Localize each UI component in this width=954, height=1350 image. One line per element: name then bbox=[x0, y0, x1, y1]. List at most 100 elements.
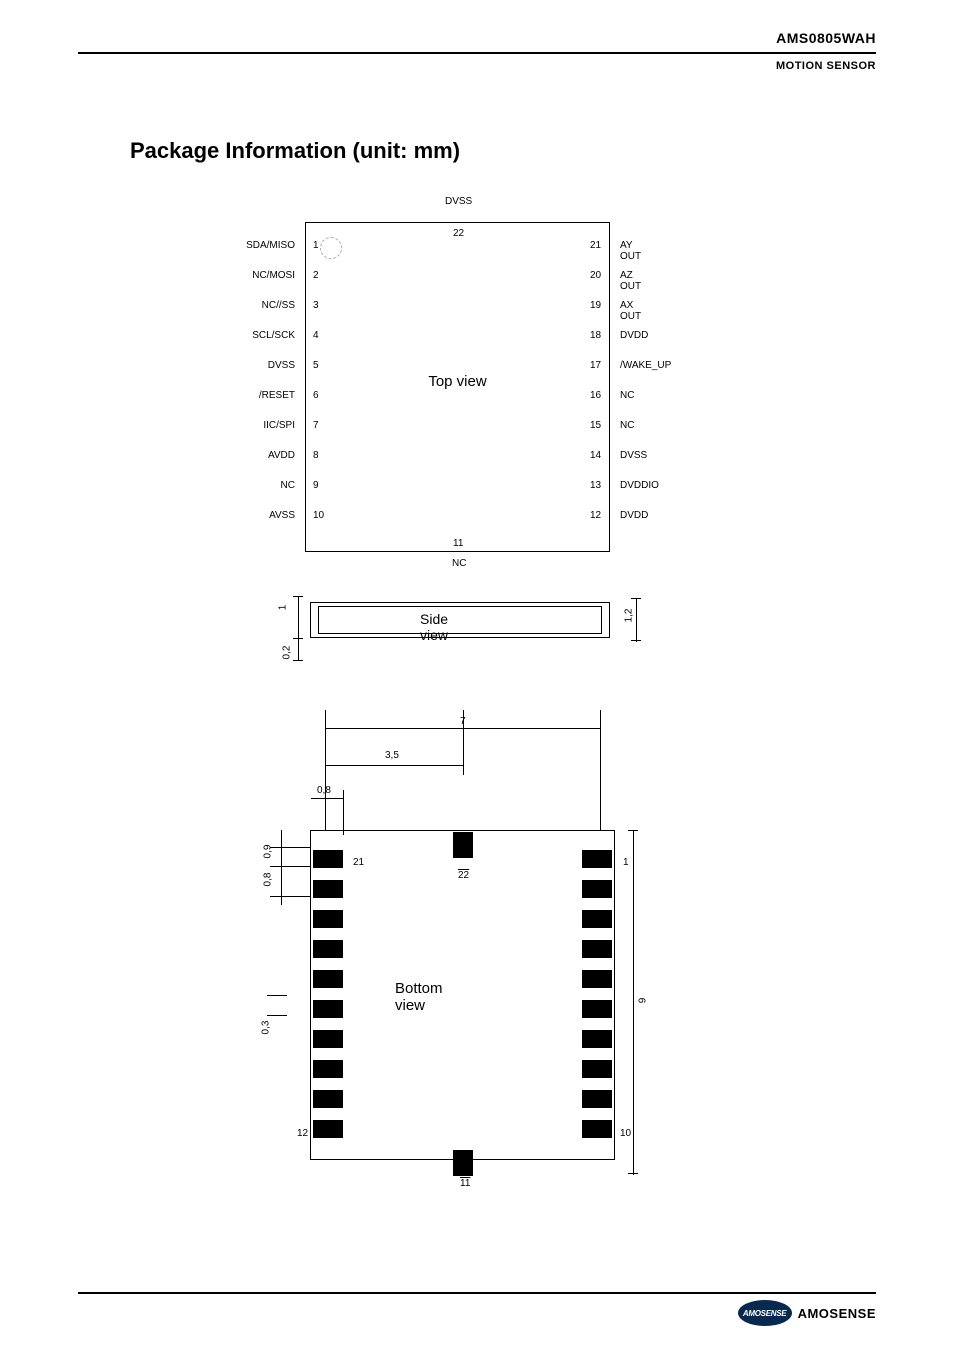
dim-line-right bbox=[636, 598, 637, 642]
footer-rule bbox=[78, 1292, 876, 1294]
dim-tick bbox=[628, 1173, 638, 1174]
dim-guide bbox=[600, 710, 601, 830]
pin22-label: DVSS bbox=[445, 196, 472, 207]
dim-padw: 0,8 bbox=[317, 785, 331, 796]
dim-total-12: 1,2 bbox=[623, 609, 634, 623]
pad bbox=[453, 832, 473, 858]
pad bbox=[582, 1000, 612, 1018]
dim-tick bbox=[267, 995, 287, 996]
pin-label-left: DVSS bbox=[230, 360, 295, 371]
dim-height-1: 1 bbox=[277, 605, 288, 611]
pad bbox=[582, 850, 612, 868]
dim-tick bbox=[270, 847, 310, 848]
dim-tick bbox=[631, 598, 641, 599]
pin-label-left: SCL/SCK bbox=[230, 330, 295, 341]
bv-pin-1: 1 bbox=[623, 857, 629, 868]
pin-num-right: 14 bbox=[590, 450, 601, 461]
dim-tick bbox=[293, 660, 303, 661]
dim-guide bbox=[281, 830, 282, 905]
pin11-num: 11 bbox=[453, 538, 463, 549]
pin-label-right: /WAKE_UP bbox=[620, 360, 671, 371]
pin-num-left: 3 bbox=[313, 300, 319, 311]
pin-label-left: NC/MOSI bbox=[230, 270, 295, 281]
pad bbox=[313, 1090, 343, 1108]
pin-num-right: 20 bbox=[590, 270, 601, 281]
pin-label-left: NC//SS bbox=[230, 300, 295, 311]
pin-label-left: IIC/SPI bbox=[230, 420, 295, 431]
dim-line-left2 bbox=[298, 638, 299, 660]
pin-label-right: AX OUT bbox=[620, 300, 641, 322]
pad bbox=[582, 940, 612, 958]
pin-label-left: SDA/MISO bbox=[230, 240, 295, 251]
pad bbox=[582, 910, 612, 928]
pad bbox=[582, 880, 612, 898]
bottomview-label: Bottom view bbox=[395, 980, 443, 1014]
dim-7: 7 bbox=[460, 716, 466, 727]
pin-num-right: 21 bbox=[590, 240, 601, 251]
pin-num-left: 2 bbox=[313, 270, 319, 281]
pin1-marker bbox=[320, 237, 342, 259]
pin-num-left: 5 bbox=[313, 360, 319, 371]
footer-logo: AMOSENSE AMOSENSE bbox=[738, 1300, 876, 1326]
pin-label-right: AZ OUT bbox=[620, 270, 641, 292]
dim-padh: 0,9 bbox=[262, 845, 273, 859]
pin-label-right: DVDD bbox=[620, 510, 648, 521]
pin-num-left: 9 bbox=[313, 480, 319, 491]
sideview-label: Side view bbox=[420, 611, 448, 643]
bv-pin-12: 12 bbox=[297, 1128, 308, 1139]
bv-pin-22: 22 bbox=[458, 870, 469, 881]
pad bbox=[313, 1120, 343, 1138]
pad bbox=[313, 1030, 343, 1048]
pin-label-right: NC bbox=[620, 420, 634, 431]
dim-tick bbox=[267, 1015, 287, 1016]
pin-label-right: DVDDIO bbox=[620, 480, 659, 491]
logo-text: AMOSENSE bbox=[798, 1306, 876, 1321]
dim-line-left bbox=[298, 596, 299, 644]
pin-label-left: AVDD bbox=[230, 450, 295, 461]
pin-num-left: 1 bbox=[313, 240, 319, 251]
logo-badge: AMOSENSE bbox=[738, 1300, 792, 1326]
pad bbox=[582, 1060, 612, 1078]
bv-pin-10: 10 bbox=[620, 1128, 631, 1139]
page: AMS0805WAH MOTION SENSOR Package Informa… bbox=[0, 0, 954, 1350]
side-inner-rect bbox=[318, 606, 602, 634]
dim-tick bbox=[631, 640, 641, 641]
pad bbox=[582, 1090, 612, 1108]
pin-label-right: NC bbox=[620, 390, 634, 401]
dim-03: 0,3 bbox=[260, 1021, 271, 1035]
pin-num-right: 13 bbox=[590, 480, 601, 491]
pin-label-left: AVSS bbox=[230, 510, 295, 521]
dim-9: 9 bbox=[637, 998, 648, 1004]
dim-line-35 bbox=[325, 765, 463, 766]
pad bbox=[582, 1030, 612, 1048]
pin-num-left: 4 bbox=[313, 330, 319, 341]
pad bbox=[582, 1120, 612, 1138]
pin-num-left: 7 bbox=[313, 420, 319, 431]
pin-num-right: 16 bbox=[590, 390, 601, 401]
pin-num-left: 6 bbox=[313, 390, 319, 401]
pad bbox=[313, 970, 343, 988]
pad bbox=[582, 970, 612, 988]
dim-tick bbox=[293, 596, 303, 597]
pin-label-right: AY OUT bbox=[620, 240, 641, 262]
pad bbox=[313, 880, 343, 898]
dim-tick bbox=[628, 830, 638, 831]
bv-pin-11: 11 bbox=[460, 1178, 470, 1189]
pin-num-right: 18 bbox=[590, 330, 601, 341]
pin-num-right: 12 bbox=[590, 510, 601, 521]
pad bbox=[313, 1000, 343, 1018]
dim-line-9 bbox=[633, 830, 634, 1175]
pin-label-left: /RESET bbox=[230, 390, 295, 401]
header-rule bbox=[78, 52, 876, 54]
header-subtitle: MOTION SENSOR bbox=[776, 60, 876, 72]
bv-pin-21: 21 bbox=[353, 857, 364, 868]
pad bbox=[313, 850, 343, 868]
pin11-label: NC bbox=[452, 558, 466, 569]
pin22-num: 22 bbox=[453, 228, 464, 239]
dim-35: 3,5 bbox=[385, 750, 399, 761]
dim-line-08 bbox=[311, 798, 343, 799]
dim-tick bbox=[270, 896, 310, 897]
pin-label-right: DVDD bbox=[620, 330, 648, 341]
pad bbox=[453, 1150, 473, 1176]
pin-num-right: 15 bbox=[590, 420, 601, 431]
